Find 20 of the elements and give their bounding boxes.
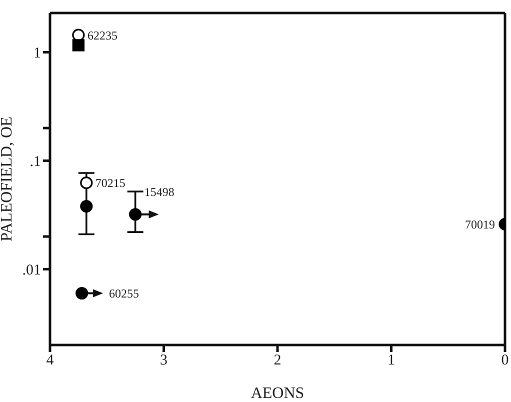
annotation: 70215 [95,176,126,190]
y-tick-label: .01 [22,262,41,279]
annotation: 15498 [144,184,174,199]
y-tick-label: .1 [30,154,41,170]
point [72,39,85,52]
x-tick-label: 3 [160,352,168,369]
x-tick-label: 2 [274,352,282,369]
point [129,208,142,221]
y-axis-title: PALEOFIELD, OE [0,116,16,242]
y-tick-label: 1 [34,46,41,62]
annotation: 70019 [465,217,495,232]
x-tick-label: 1 [388,352,395,369]
point [80,200,93,213]
annotation: 62235 [87,28,118,42]
x-tick-label: 0 [501,352,509,369]
x-axis-title: AEONS [250,385,304,402]
point [76,286,88,300]
x-tick-label: 4 [46,352,54,369]
point [80,176,93,190]
annotation: 60255 [109,286,140,301]
